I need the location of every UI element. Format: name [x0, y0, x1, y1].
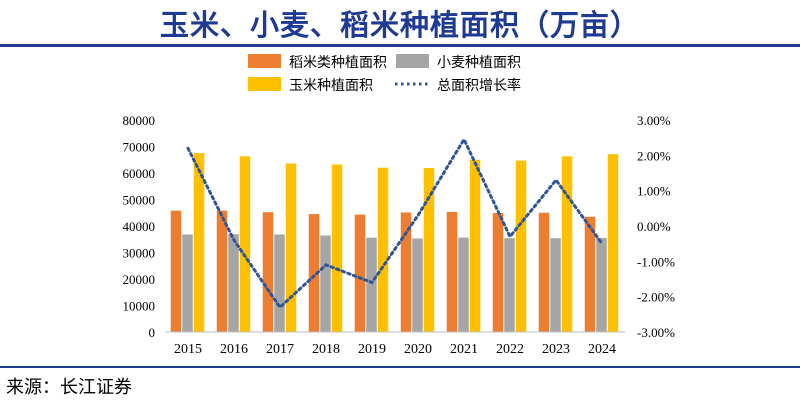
chart-title: 玉米、小麦、稻米种植面积（万亩） [159, 8, 640, 42]
bar-wheat-2022 [504, 238, 515, 332]
bar-rice-2015 [170, 210, 182, 332]
bar-rice-2020 [400, 212, 412, 332]
legend-label: 总面积增长率 [437, 77, 521, 94]
x-tick-label: 2023 [542, 342, 570, 357]
legend-label: 小麦种植面积 [437, 55, 521, 71]
bar-corn-2021 [469, 159, 481, 332]
bar-rice-2021 [446, 211, 458, 332]
x-tick-label: 2022 [496, 342, 524, 357]
legend-label: 稻米类种植面积 [289, 55, 387, 71]
bar-rice-2018 [308, 214, 320, 332]
bar-corn-2019 [377, 167, 389, 332]
left-tick-label: 80000 [123, 113, 156, 128]
legend-item-1: 小麦种植面积 [396, 54, 521, 71]
bar-corn-2024 [607, 154, 619, 332]
x-tick-label: 2020 [404, 342, 432, 357]
bar-corn-2022 [515, 160, 527, 332]
left-axis: 0 10000 20000 30000 40000 50000 60000 70000 8000… [123, 113, 156, 340]
bar-corn-2016 [239, 156, 251, 332]
legend-swatch [248, 54, 281, 68]
source-note: 来源：长江证券 [6, 377, 132, 398]
bar-rice-2019 [354, 214, 366, 332]
bar-rice-2017 [262, 212, 274, 332]
bar-corn-2017 [285, 163, 297, 332]
left-tick-label: 10000 [123, 299, 156, 314]
left-tick-label: 40000 [123, 219, 156, 234]
bar-rice-2016 [216, 210, 228, 332]
right-tick-label: 3.00% [637, 113, 671, 128]
bar-corn-2015 [193, 153, 205, 332]
left-tick-label: 0 [149, 325, 156, 340]
left-tick-label: 60000 [123, 166, 156, 181]
right-tick-label: 0.00% [637, 219, 671, 234]
bar-wheat-2015 [182, 234, 193, 332]
x-axis: 2015 2016 2017 2018 2019 2020 2021 2022 2023 2024 [174, 342, 616, 357]
bar-wheat-2021 [458, 237, 469, 332]
x-tick-label: 2024 [588, 342, 616, 357]
legend-label: 玉米种植面积 [289, 78, 373, 94]
legend-item-3: 总面积增长率 [395, 77, 521, 94]
x-tick-label: 2018 [312, 342, 340, 357]
right-tick-label: -1.00% [637, 254, 675, 269]
right-tick-label: 1.00% [637, 184, 671, 199]
bar-rice-2024 [584, 216, 596, 332]
left-tick-label: 30000 [123, 246, 156, 261]
x-tick-label: 2015 [174, 342, 202, 357]
bar-wheat-2023 [550, 238, 561, 332]
x-tick-label: 2021 [450, 342, 478, 357]
x-tick-label: 2019 [358, 342, 386, 357]
bar-corn-2020 [423, 167, 435, 332]
legend-item-2: 玉米种植面积 [248, 77, 373, 94]
growth-line [186, 136, 604, 310]
bar-group [165, 153, 625, 333]
title-divider [0, 44, 800, 47]
legend-swatch [396, 54, 429, 68]
legend-item-0: 稻米类种植面积 [248, 54, 387, 71]
left-tick-label: 70000 [123, 140, 156, 155]
right-axis: -3.00% -2.00% -1.00% 0.00% 1.00% 2.00% 3.00% [637, 113, 675, 340]
left-tick-label: 50000 [123, 193, 156, 208]
right-tick-label: 2.00% [637, 148, 671, 163]
bar-rice-2023 [538, 212, 550, 332]
growth-rate-line [186, 136, 604, 310]
x-tick-label: 2017 [266, 342, 294, 357]
left-tick-label: 20000 [123, 272, 156, 287]
bar-corn-2023 [561, 156, 573, 332]
bar-wheat-2020 [412, 238, 423, 332]
right-tick-label: -3.00% [637, 325, 675, 340]
bar-rice-2022 [492, 213, 504, 332]
bar-wheat-2019 [366, 237, 377, 332]
x-tick-label: 2016 [220, 342, 248, 357]
bar-corn-2018 [331, 164, 343, 332]
right-tick-label: -2.00% [637, 290, 675, 305]
bar-wheat-2024 [596, 237, 607, 332]
footer-divider [0, 366, 800, 368]
bar-wheat-2018 [320, 235, 331, 332]
legend-swatch [248, 77, 281, 91]
bar-wheat-2017 [274, 234, 285, 332]
bar-wheat-2016 [228, 234, 239, 332]
